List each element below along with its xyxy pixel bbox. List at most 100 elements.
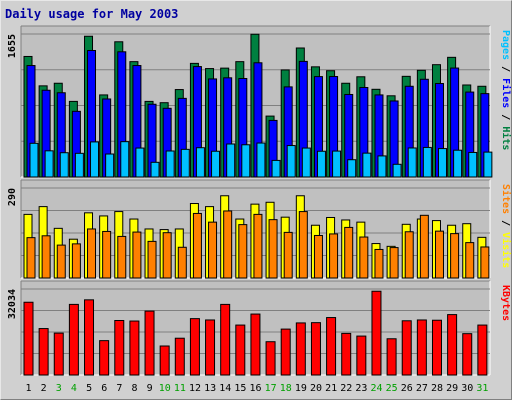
bar-kbytes-28: [431, 319, 442, 376]
bar-pages-4: [74, 152, 84, 178]
bar-pages-14: [226, 143, 236, 178]
bar-kbytes-17: [265, 341, 276, 376]
bar-sites-30: [465, 242, 475, 279]
bar-kbytes-23: [356, 335, 367, 376]
day-label-28: 28: [431, 383, 443, 394]
chart-title: Daily usage for May 2003: [5, 7, 179, 21]
day-label-11: 11: [174, 383, 186, 394]
bar-sites-23: [359, 236, 369, 279]
bar-pages-31: [483, 151, 493, 178]
bar-kbytes-4: [68, 303, 79, 376]
panel-bottom-max-label: 32034: [7, 289, 18, 319]
bar-sites-18: [283, 231, 293, 279]
bar-kbytes-19: [295, 322, 306, 376]
bar-pages-1: [29, 142, 39, 178]
bar-pages-10: [165, 150, 175, 178]
bar-pages-3: [59, 152, 69, 178]
bar-sites-15: [238, 224, 248, 279]
axis-label-part-: /: [500, 60, 511, 78]
bar-pages-29: [453, 149, 463, 178]
day-label-22: 22: [340, 383, 352, 394]
bar-kbytes-21: [326, 317, 337, 376]
bar-pages-16: [256, 142, 266, 178]
day-label-30: 30: [461, 383, 473, 394]
bar-pages-20: [316, 150, 326, 178]
bar-pages-8: [135, 147, 145, 178]
bar-pages-15: [241, 144, 251, 178]
bar-kbytes-25: [386, 338, 397, 376]
bar-pages-18: [286, 145, 296, 178]
bar-kbytes-5: [84, 299, 95, 376]
panel-middle-axis-label: Sites / Visits: [500, 184, 511, 268]
bar-kbytes-14: [220, 303, 231, 376]
day-label-1: 1: [26, 383, 32, 394]
bar-sites-7: [117, 235, 127, 279]
day-label-23: 23: [355, 383, 367, 394]
bar-sites-2: [41, 235, 51, 279]
day-label-18: 18: [280, 383, 292, 394]
day-label-8: 8: [131, 383, 137, 394]
bar-sites-5: [87, 228, 97, 279]
axis-label-part-kbytes: KBytes: [500, 285, 511, 321]
bar-kbytes-30: [462, 333, 473, 376]
axis-label-part-visits: Visits: [500, 232, 511, 268]
bar-kbytes-24: [371, 290, 382, 376]
bar-sites-22: [344, 226, 354, 279]
day-label-20: 20: [310, 383, 322, 394]
bar-pages-27: [422, 146, 432, 178]
day-label-15: 15: [234, 383, 246, 394]
day-label-16: 16: [249, 383, 261, 394]
day-label-3: 3: [56, 383, 62, 394]
day-label-29: 29: [446, 383, 458, 394]
bar-sites-1: [26, 237, 36, 279]
bar-sites-17: [268, 219, 278, 279]
bar-pages-5: [90, 141, 100, 178]
bar-sites-4: [71, 243, 81, 279]
bar-pages-24: [377, 155, 387, 178]
day-label-4: 4: [71, 383, 77, 394]
bar-pages-11: [180, 148, 190, 178]
day-label-17: 17: [265, 383, 277, 394]
day-label-31: 31: [476, 383, 488, 394]
bar-kbytes-2: [38, 328, 49, 376]
bar-sites-20: [313, 234, 323, 279]
day-label-25: 25: [386, 383, 398, 394]
bar-kbytes-16: [250, 313, 261, 376]
axis-label-part-pages: Pages: [500, 30, 511, 60]
bar-pages-6: [105, 153, 115, 178]
bar-sites-13: [208, 221, 218, 279]
axis-label-part-files: Files: [500, 78, 511, 108]
panel-bottom-axis-label: KBytes: [500, 285, 511, 321]
bar-sites-31: [480, 246, 490, 279]
bar-pages-26: [407, 147, 417, 178]
bar-sites-28: [434, 230, 444, 279]
day-label-5: 5: [86, 383, 92, 394]
bar-kbytes-12: [189, 318, 200, 376]
bar-sites-24: [374, 248, 384, 279]
bar-sites-19: [298, 211, 308, 279]
bar-sites-6: [102, 230, 112, 279]
day-label-13: 13: [204, 383, 216, 394]
bar-sites-21: [329, 233, 339, 279]
panel-middle-max-label: 290: [7, 188, 18, 206]
bar-pages-9: [150, 161, 160, 178]
panel-top-max-label: 1655: [7, 34, 18, 58]
bar-pages-17: [271, 159, 281, 178]
bar-pages-25: [392, 163, 402, 178]
bar-kbytes-1: [23, 301, 34, 376]
bar-kbytes-11: [174, 337, 185, 376]
bar-kbytes-18: [280, 328, 291, 376]
axis-label-part-sites: Sites: [500, 184, 511, 214]
day-label-2: 2: [41, 383, 47, 394]
day-label-19: 19: [295, 383, 307, 394]
bar-kbytes-15: [235, 324, 246, 376]
bar-kbytes-8: [129, 320, 140, 376]
bar-pages-12: [195, 147, 205, 178]
day-label-6: 6: [101, 383, 107, 394]
bar-sites-11: [177, 246, 187, 279]
bar-pages-21: [332, 150, 342, 178]
day-label-27: 27: [416, 383, 428, 394]
day-label-7: 7: [116, 383, 122, 394]
day-label-12: 12: [189, 383, 201, 394]
